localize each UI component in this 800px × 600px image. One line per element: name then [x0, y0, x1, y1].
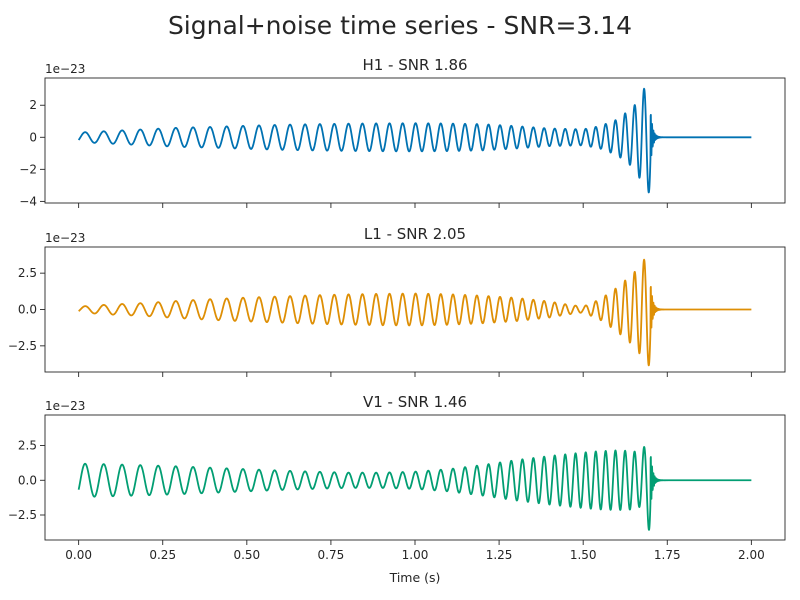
offset-label: 1e−23	[45, 399, 85, 413]
panels: H1 - SNR 1.86 1e−23 2 0 −2 −4 L1 - SNR 2.05 1e−…	[8, 56, 786, 585]
y-tick-label: 2.5	[18, 439, 37, 453]
panel-2: L1 - SNR 2.05 1e−23 2.5 0.0 −2.5	[8, 225, 786, 377]
x-tick-label: 1.00	[402, 548, 429, 562]
x-tick-label: 0.00	[65, 548, 92, 562]
x-axis-label: Time (s)	[389, 570, 441, 585]
panel-title: L1 - SNR 2.05	[364, 225, 466, 243]
figure-title: Signal+noise time series - SNR=3.14	[168, 11, 632, 40]
y-tick-label: 2.5	[18, 266, 37, 280]
y-tick-label: 0.0	[18, 473, 37, 487]
x-tick-label: 2.00	[738, 548, 765, 562]
x-tick-label: 0.75	[318, 548, 345, 562]
y-tick-label: −2.5	[8, 339, 37, 353]
series-line	[77, 258, 753, 367]
x-tick-label: 1.25	[486, 548, 513, 562]
axes-frame	[44, 77, 786, 204]
x-tick-label: 1.75	[654, 548, 681, 562]
x-tick-label: 0.50	[233, 548, 260, 562]
series-line	[77, 446, 753, 531]
series-line	[77, 87, 753, 194]
offset-label: 1e−23	[45, 62, 85, 76]
x-tick-label: 1.50	[570, 548, 597, 562]
y-tick-label: 2	[29, 98, 37, 112]
y-tick-label: −2.5	[8, 508, 37, 522]
offset-label: 1e−23	[45, 231, 85, 245]
x-tick-label: 0.25	[149, 548, 176, 562]
panel-1: H1 - SNR 1.86 1e−23 2 0 −2 −4	[19, 56, 786, 208]
y-tick-label: −4	[19, 194, 37, 208]
panel-3: V1 - SNR 1.46 1e−23 2.5 0.0 −2.5 0.00 0.25 0.50…	[8, 393, 786, 585]
y-tick-label: 0	[29, 130, 37, 144]
y-tick-label: 0.0	[18, 303, 37, 317]
y-tick-label: −2	[19, 162, 37, 176]
axes-frame	[44, 246, 786, 373]
panel-title: H1 - SNR 1.86	[362, 56, 467, 74]
axes-frame	[44, 414, 786, 541]
panel-title: V1 - SNR 1.46	[363, 393, 467, 411]
